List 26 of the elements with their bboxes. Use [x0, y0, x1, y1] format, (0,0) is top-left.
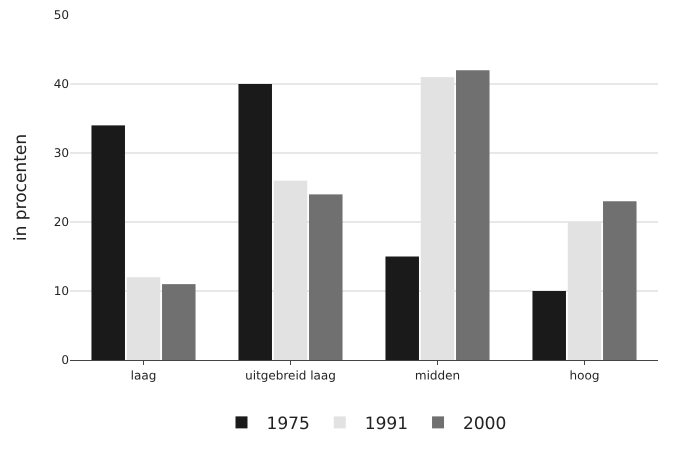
bar	[126, 277, 160, 360]
x-tick-label: laag	[130, 368, 156, 382]
bar	[91, 125, 125, 360]
y-tick-label: 40	[54, 77, 69, 92]
y-tick-label: 50	[54, 8, 69, 22]
y-tick-label: 0	[61, 353, 69, 368]
legend-label: 2000	[463, 414, 506, 434]
bar	[385, 256, 419, 360]
bar	[568, 222, 602, 360]
bar	[238, 84, 272, 360]
y-tick-label: 30	[54, 146, 69, 160]
bar	[309, 194, 343, 360]
legend-label: 1991	[364, 414, 408, 434]
y-tick-label: 20	[54, 215, 69, 230]
bar	[420, 77, 454, 360]
bar	[456, 70, 490, 360]
bar	[274, 180, 308, 360]
legend-label: 1975	[266, 414, 310, 434]
bar	[603, 201, 637, 360]
y-axis-title: in procenten	[11, 134, 31, 242]
bar	[162, 284, 196, 360]
bar	[532, 291, 566, 360]
x-tick-label: hoog	[570, 368, 600, 382]
x-tick-label: midden	[414, 368, 460, 382]
y-tick-label: 10	[54, 284, 69, 298]
x-tick-label: uitgebreid laag	[245, 368, 336, 382]
